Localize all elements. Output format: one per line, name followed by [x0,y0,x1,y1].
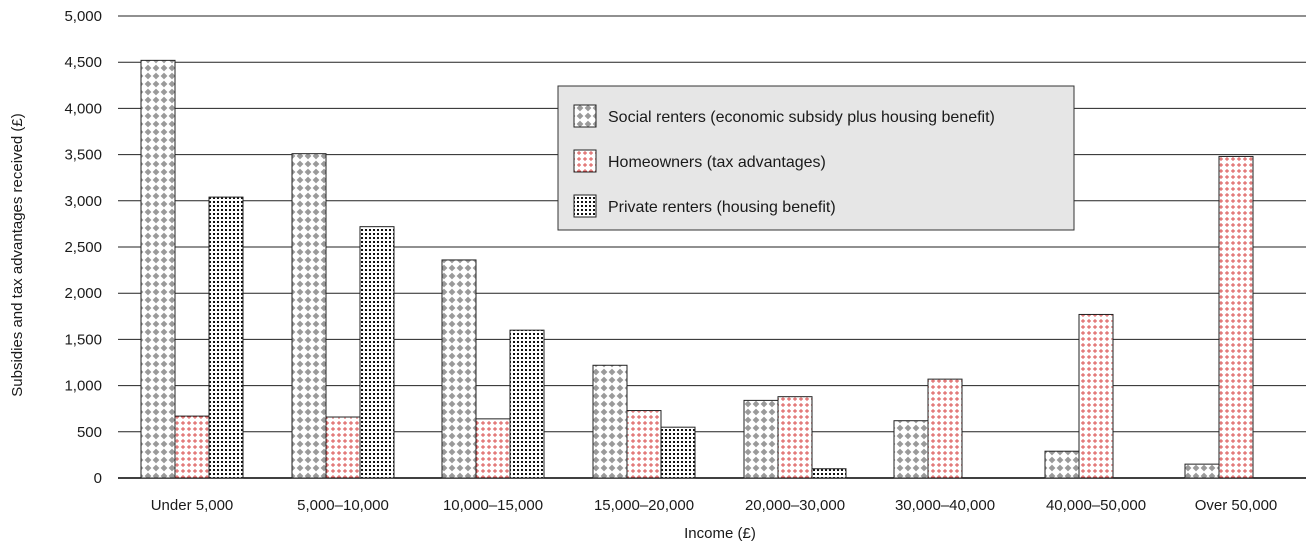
legend-swatch-social-renters [573,104,597,128]
x-tick-label: 20,000–30,000 [745,497,845,514]
bar-social-renters [1044,450,1080,479]
bar-homeowners [174,415,210,479]
x-tick-label: 15,000–20,000 [594,497,694,514]
bar-social-renters [291,153,327,479]
legend-label-homeowners: Homeowners (tax advantages) [608,154,826,171]
bar-social-renters [1184,463,1220,479]
bar-private-renters [208,196,244,479]
bar-social-renters [592,364,628,479]
bar-homeowners [777,396,813,479]
x-tick-label: Over 50,000 [1195,497,1278,514]
legend-swatch-homeowners [573,149,597,173]
y-axis-ticks: 0 500 1,000 1,500 2,000 2,500 3,000 3,500 4,000 4… [64,8,102,487]
y-tick-label: 3,000 [64,193,102,210]
x-axis-ticks: Under 5,000 5,000–10,000 10,000–15,000 15,0… [151,497,1278,514]
y-tick-label: 2,000 [64,285,102,302]
y-tick-label: 4,500 [64,54,102,71]
bar-private-renters [359,226,395,479]
bar-social-renters [743,399,779,479]
bar-private-renters [509,329,545,479]
x-axis-label: Income (£) [684,525,756,542]
bar-private-renters [811,468,847,479]
legend-box [557,85,1075,231]
legend: Social renters (economic subsidy plus ho… [557,85,1075,231]
y-tick-label: 1,000 [64,378,102,395]
bar-social-renters [893,420,929,479]
y-tick-label: 3,500 [64,147,102,164]
x-tick-label: 40,000–50,000 [1046,497,1146,514]
bar-homeowners [325,416,361,479]
y-tick-label: 5,000 [64,8,102,25]
x-tick-label: 10,000–15,000 [443,497,543,514]
bar-social-renters [140,59,176,479]
bar-homeowners [475,418,511,479]
bar-homeowners [927,378,963,479]
x-tick-label: Under 5,000 [151,497,234,514]
bar-homeowners [626,410,662,479]
legend-label-private-renters: Private renters (housing benefit) [608,199,836,216]
legend-label-social-renters: Social renters (economic subsidy plus ho… [608,109,995,126]
bar-social-renters [441,259,477,479]
y-axis-label: Subsidies and tax advantages received (£… [9,113,26,397]
y-tick-label: 4,000 [64,100,102,117]
y-tick-label: 500 [77,424,102,441]
bar-private-renters [660,426,696,479]
bar-homeowners [1078,313,1114,479]
bars [140,59,1254,479]
y-tick-label: 1,500 [64,331,102,348]
x-tick-label: 5,000–10,000 [297,497,389,514]
y-tick-label: 2,500 [64,239,102,256]
x-tick-label: 30,000–40,000 [895,497,995,514]
bar-homeowners [1218,155,1254,479]
y-tick-label: 0 [94,470,102,487]
legend-swatch-private-renters [573,194,597,218]
